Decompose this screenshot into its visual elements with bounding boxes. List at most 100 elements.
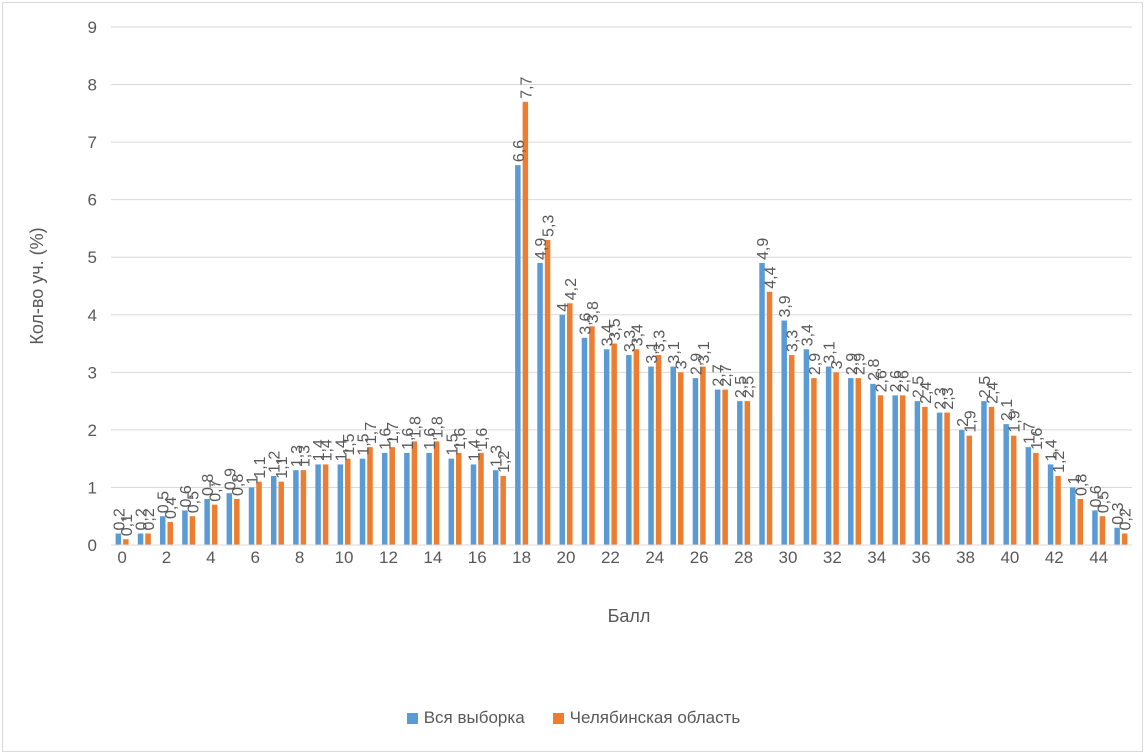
- data-label-series-2: 3,3: [785, 330, 802, 352]
- data-label-series-2: 1,7: [363, 422, 380, 444]
- y-tick-label: 7: [88, 133, 97, 152]
- data-label-series-1: 2,1: [999, 399, 1016, 421]
- bar-series-2: [456, 452, 462, 545]
- data-label-series-1: 0,5: [156, 491, 173, 513]
- bar-series-1: [315, 464, 321, 545]
- bar-series-1: [1092, 510, 1098, 545]
- bar-series-1: [1070, 487, 1076, 545]
- x-tick-label: 14: [423, 548, 442, 567]
- bar-series-2: [633, 349, 640, 545]
- bar-series-2: [433, 441, 440, 545]
- bar-series-1: [426, 452, 432, 545]
- bar-series-1: [359, 458, 366, 545]
- data-label-series-2: 1,9: [962, 410, 979, 432]
- data-label-series-2: 4,4: [763, 266, 780, 288]
- x-tick-label: 30: [779, 548, 798, 567]
- data-label-series-1: 1,6: [400, 428, 417, 450]
- x-tick-label: 4: [206, 548, 215, 567]
- bar-series-2: [256, 481, 262, 545]
- data-label-series-1: 4,9: [755, 238, 772, 260]
- bar-series-2: [478, 452, 484, 545]
- bar-series-2: [167, 521, 173, 545]
- bar-series-1: [759, 262, 765, 545]
- x-tick-label: 38: [956, 548, 975, 567]
- y-tick-label: 8: [88, 76, 97, 95]
- x-tick-label: 44: [1089, 548, 1108, 567]
- data-label-series-2: 1,8: [407, 416, 424, 438]
- bar-series-1: [515, 165, 521, 545]
- bar-series-2: [833, 372, 839, 545]
- x-axis-title: Балл: [608, 606, 651, 626]
- data-label-series-2: 3,8: [585, 301, 602, 323]
- x-tick-label: 32: [823, 548, 842, 567]
- x-tick-label: 42: [1045, 548, 1064, 567]
- data-label-series-1: 3,4: [799, 324, 816, 346]
- x-tick-label: 40: [1000, 548, 1019, 567]
- bar-series-1: [1047, 464, 1054, 545]
- x-tick-label: 0: [117, 548, 126, 567]
- legend-label-series-1: Вся выборка: [423, 708, 525, 727]
- data-label-series-2: 3,4: [629, 324, 646, 346]
- bar-series-2: [278, 481, 284, 545]
- bar-series-2: [123, 539, 129, 545]
- bar-series-2: [922, 406, 928, 545]
- bar-series-1: [781, 320, 787, 545]
- data-label-series-2: 0,4: [163, 497, 180, 519]
- data-label-series-1: 0,6: [178, 485, 195, 507]
- gridlines: [111, 26, 1132, 488]
- bar-series-2: [522, 101, 529, 546]
- data-label-series-1: 0,8: [200, 474, 217, 496]
- y-tick-label: 5: [88, 248, 97, 267]
- bar-series-2: [500, 475, 506, 545]
- data-label-series-2: 0,8: [230, 474, 247, 496]
- data-label-series-2: 0,5: [185, 491, 202, 513]
- data-label-series-2: 1,2: [496, 451, 513, 473]
- bar-series-2: [855, 378, 862, 545]
- bar-series-2: [411, 441, 418, 545]
- data-label-series-1: 1,3: [489, 445, 506, 467]
- bar-series-1: [648, 366, 654, 545]
- bar-series-2: [966, 435, 973, 545]
- data-label-series-2: 1,1: [252, 456, 269, 478]
- bar-series-2: [1033, 452, 1039, 545]
- x-tick-label: 26: [690, 548, 709, 567]
- bar-series-2: [744, 401, 751, 545]
- data-label-series-2: 7,7: [518, 76, 535, 98]
- data-label-series-2: 1,5: [341, 433, 358, 455]
- bar-series-1: [737, 401, 743, 545]
- bar-series-2: [345, 458, 351, 545]
- data-label-series-2: 2,6: [896, 370, 913, 392]
- bar-series-2: [655, 355, 662, 545]
- x-tick-label: 10: [335, 548, 354, 567]
- data-label-series-2: 0,1: [119, 514, 136, 536]
- bar-series-2: [1099, 516, 1106, 545]
- bar-series-1: [559, 314, 566, 545]
- data-label-series-2: 1,8: [430, 416, 447, 438]
- data-label-series-1: 1,4: [333, 439, 350, 461]
- bar-series-1: [337, 464, 344, 545]
- x-tick-label: 18: [512, 548, 531, 567]
- data-label-series-2: 2,9: [851, 353, 868, 375]
- data-label-series-1: 1: [1066, 475, 1083, 484]
- data-label-series-2: 2,4: [918, 382, 935, 404]
- legend-swatch-series-2: [552, 712, 564, 724]
- bar-series-1: [159, 516, 166, 545]
- x-tick-label: 8: [295, 548, 304, 567]
- data-label-series-2: 4,2: [563, 278, 580, 300]
- bar-series-2: [389, 447, 395, 545]
- bar-series-1: [470, 464, 477, 545]
- bar-series-2: [367, 447, 373, 545]
- data-label-series-1: 3,3: [622, 330, 639, 352]
- bar-series-2: [211, 504, 218, 545]
- data-label-series-2: 1,7: [385, 422, 402, 444]
- data-label-series-1: 1,4: [311, 439, 328, 461]
- bar-series-2: [988, 406, 995, 545]
- data-label-series-2: 0,2: [141, 508, 158, 530]
- bar-series-1: [959, 429, 965, 545]
- legend-label-series-2: Челябинская область: [569, 708, 741, 727]
- data-label-series-1: 3,1: [822, 341, 839, 363]
- data-label-series-1: 2,9: [844, 353, 861, 375]
- data-label-series-1: 1,4: [466, 439, 483, 461]
